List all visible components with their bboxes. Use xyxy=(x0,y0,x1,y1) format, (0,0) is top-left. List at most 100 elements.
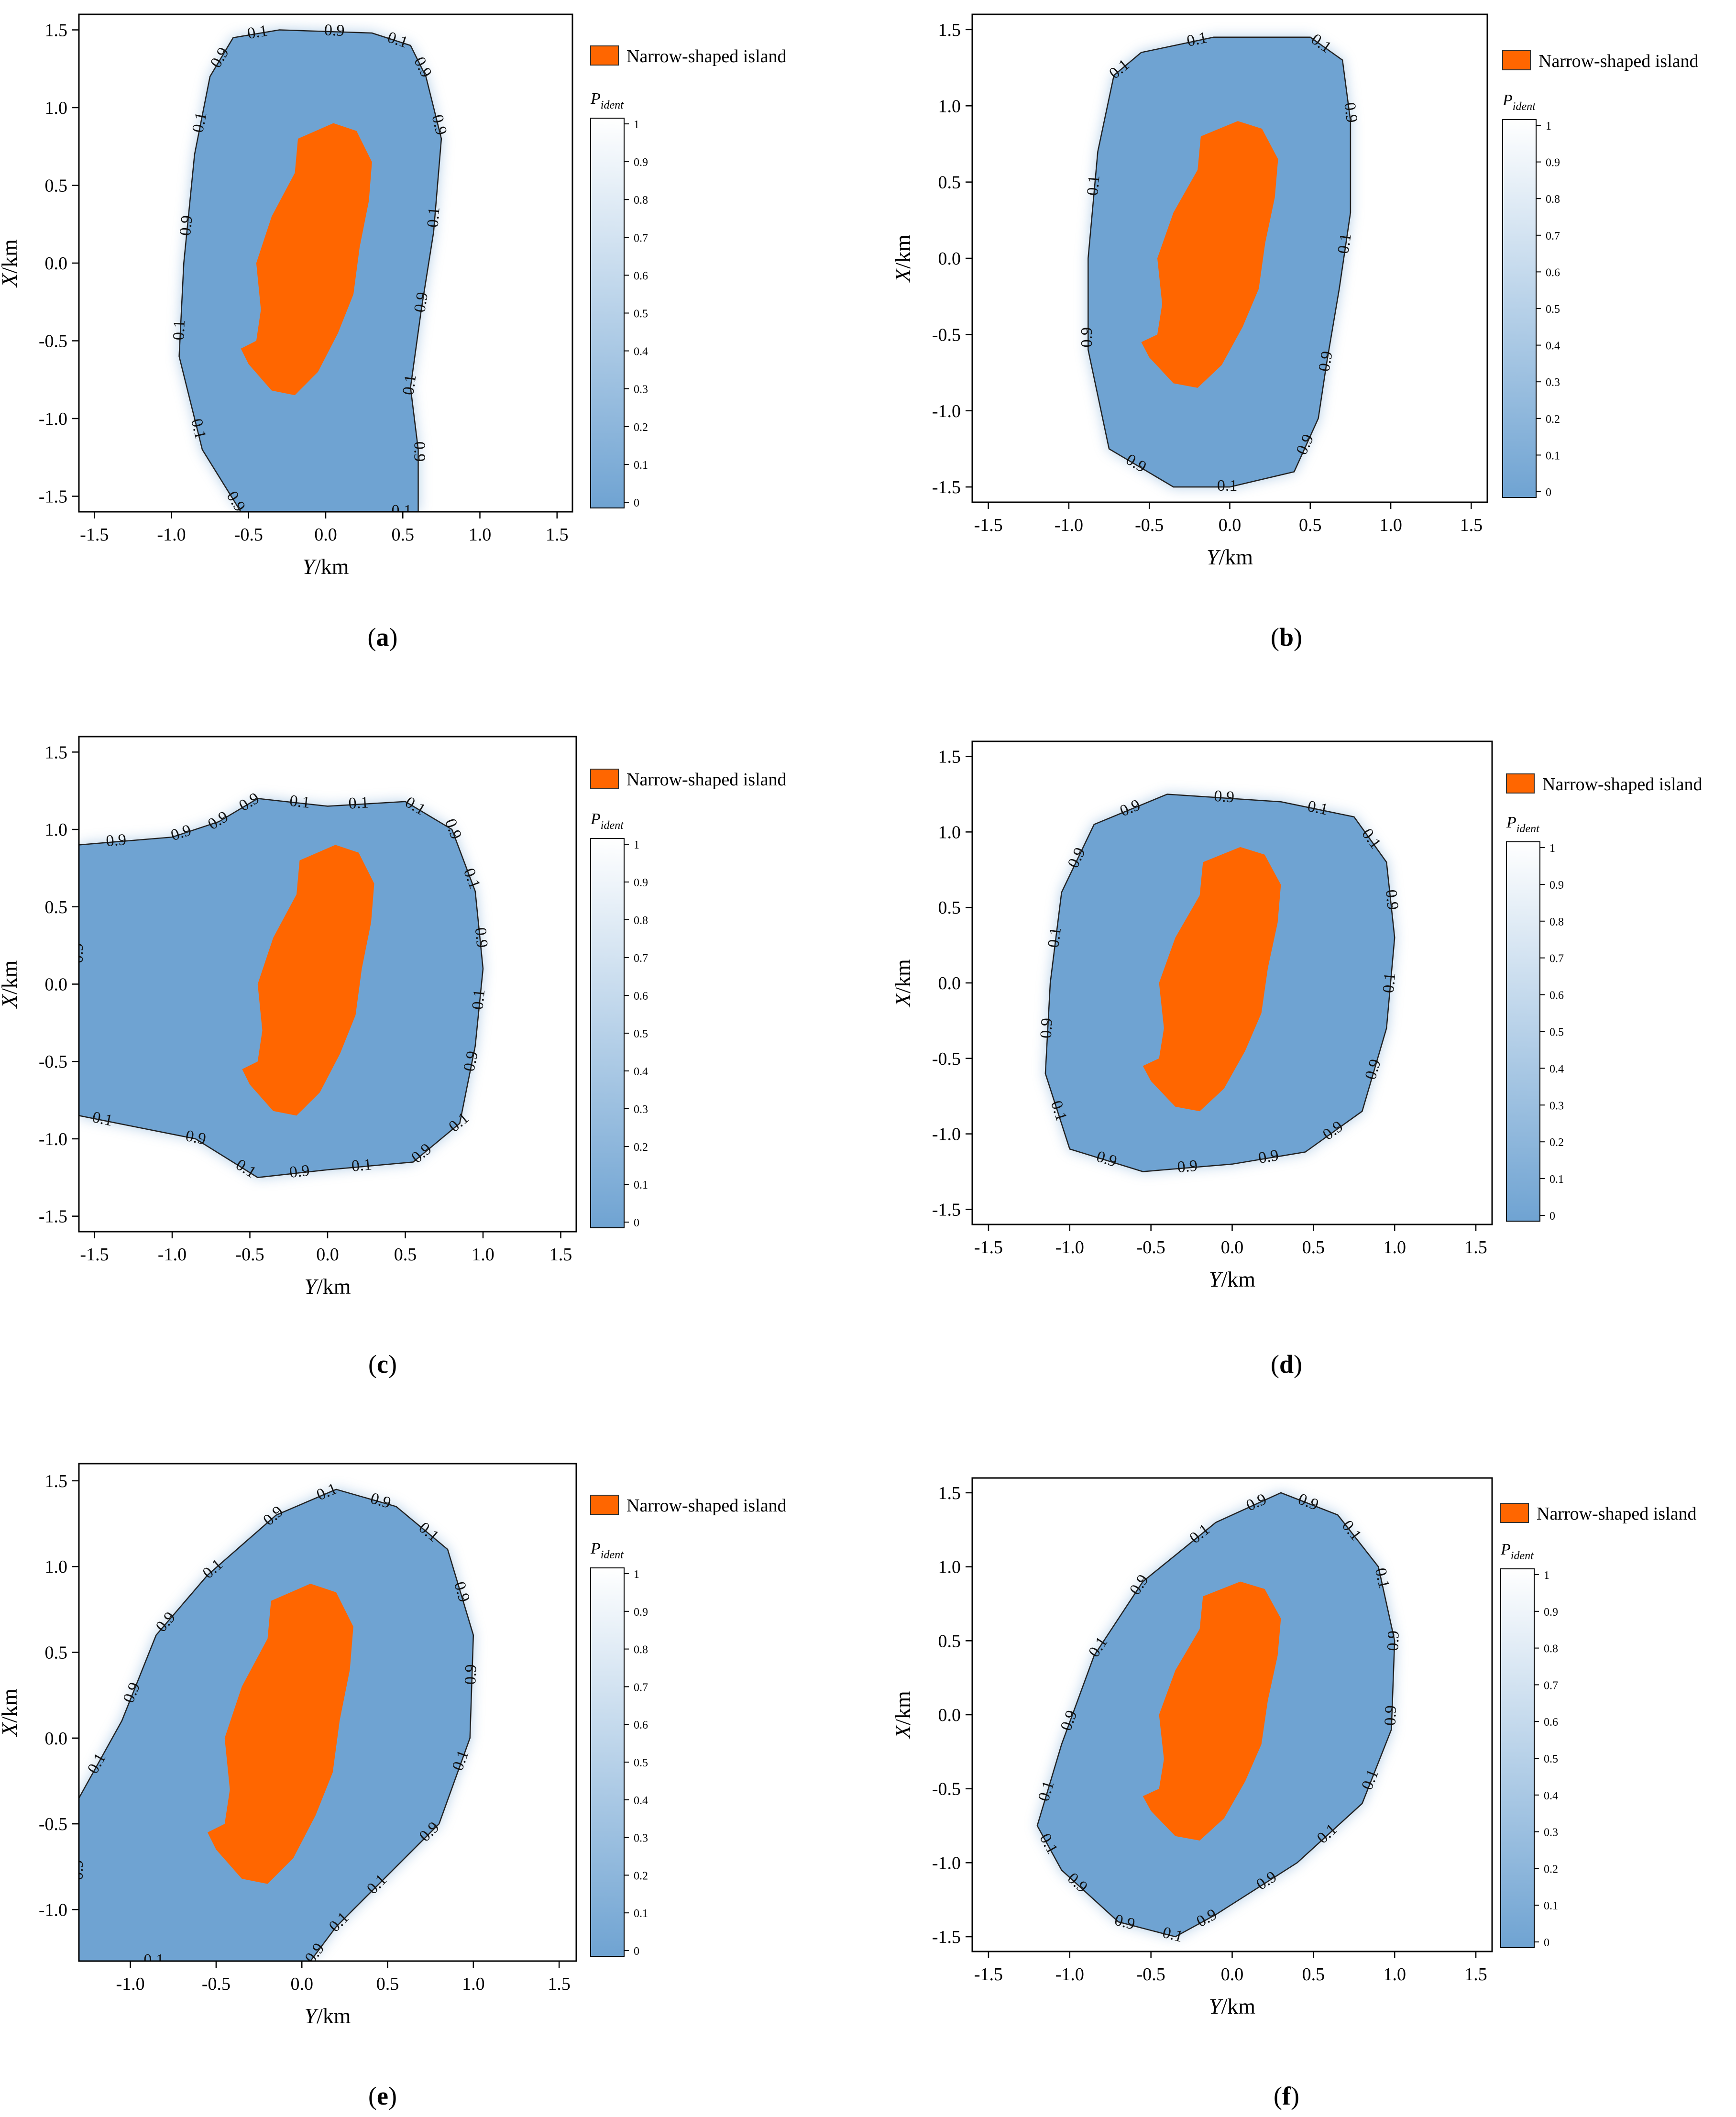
contour-label: 0.9 xyxy=(184,1127,208,1148)
panel-label-letter: b xyxy=(1279,623,1294,651)
colorbar-tick-label: 0.3 xyxy=(634,384,648,396)
contour-label: 0.1 xyxy=(1217,477,1238,495)
panel-label-letter: a xyxy=(376,623,389,651)
colorbar-tick-label: 0.9 xyxy=(634,156,648,169)
colorbar-tick-label: 0.9 xyxy=(1549,879,1564,892)
x-tick-label: 1.0 xyxy=(1379,515,1402,535)
panel-label-open: ( xyxy=(368,623,376,651)
y-axis-label: X/km xyxy=(0,960,22,1009)
contour-label: 0.1 xyxy=(289,792,311,812)
colorbar-tick-label: 0.5 xyxy=(1544,1753,1558,1765)
y-tick-label: 1.0 xyxy=(45,1557,68,1577)
y-tick-label: 0.5 xyxy=(938,898,961,918)
y-axis-label-unit: /km xyxy=(890,959,915,993)
contour-label: 0.1 xyxy=(1306,797,1329,819)
y-tick-label: 1.0 xyxy=(45,98,68,118)
y-tick-label: 0.5 xyxy=(45,1643,68,1663)
colorbar-tick-label: 0.7 xyxy=(634,952,648,965)
panel-a: 0.1 0.9 0.10.90.90.10.90.10.90.10.90.10.10… xyxy=(0,13,787,651)
y-tick-label: -0.5 xyxy=(39,1814,67,1834)
contour-label: 0.9 xyxy=(1257,1147,1280,1167)
colorbar-tick-label: 0.9 xyxy=(634,877,648,889)
contour-label: 0.9 xyxy=(460,1049,482,1073)
contour-label: 0.1 xyxy=(1084,175,1103,197)
y-axis-label-var: X xyxy=(890,1724,915,1740)
contour-line xyxy=(79,1489,474,1961)
legend-swatch xyxy=(1502,50,1531,70)
colorbar-tick-label: 1 xyxy=(1544,1569,1549,1582)
panel-label: (e) xyxy=(368,2082,397,2110)
colorbar-tick-label: 0.5 xyxy=(1549,1026,1564,1039)
panel-c: 0.9 0.9 0.9 0.9 0.1 0.1 0.1 0.9 0.1 0.9 0.1 0.9 0.1 0… xyxy=(0,736,787,1378)
y-tick-label: -1.0 xyxy=(932,401,961,421)
y-tick-label: 0.0 xyxy=(45,975,68,995)
colorbar-tick-label: 1 xyxy=(634,839,639,851)
contour-label: 0.9 xyxy=(105,831,127,850)
colorbar-tick-label: 0.6 xyxy=(634,270,648,282)
colorbar-title-main: P xyxy=(590,810,601,828)
x-axis-label-unit: /km xyxy=(317,2004,351,2028)
contour-line xyxy=(1036,1492,1395,1938)
contour-label: 0.9 xyxy=(1078,327,1096,348)
y-tick-label: 0.5 xyxy=(45,176,68,196)
panel-label-close: ) xyxy=(388,1350,397,1378)
panel-label-letter: c xyxy=(377,1350,388,1378)
panel-label-open: ( xyxy=(368,1350,377,1378)
colorbar-tick-label: 0.9 xyxy=(634,1606,648,1619)
y-tick-label: 1.0 xyxy=(938,822,961,842)
colorbar-tick-label: 0.2 xyxy=(634,421,648,434)
y-tick-label: -1.0 xyxy=(932,1125,961,1145)
x-tick-label: -1.0 xyxy=(1055,1237,1084,1257)
colorbar-title-sub: ident xyxy=(601,99,624,111)
colorbar-tick-label: 0.2 xyxy=(634,1870,648,1882)
panel-label-close: ) xyxy=(1294,1350,1302,1378)
contour-label: 0.1 xyxy=(399,374,419,396)
colorbar-tick-label: 0 xyxy=(634,497,639,509)
y-tick-label: -0.5 xyxy=(932,1779,961,1799)
colorbar-title-main: P xyxy=(590,90,601,108)
x-axis-label-var: Y xyxy=(304,2004,319,2028)
colorbar-tick-label: 0.2 xyxy=(634,1141,648,1154)
contour-label: 0.1 xyxy=(424,207,443,228)
colorbar-tick-label: 0.2 xyxy=(1549,1136,1564,1149)
contour-label: 0.9 xyxy=(472,926,491,948)
panel-label-letter: d xyxy=(1279,1350,1294,1378)
colorbar-title: Pident xyxy=(1502,91,1536,113)
x-tick-label: 0.5 xyxy=(394,1245,417,1265)
contour-label: 0.9 xyxy=(1384,1630,1403,1651)
colorbar-tick-label: 0.3 xyxy=(1549,1100,1564,1112)
x-tick-label: 1.5 xyxy=(546,525,569,545)
colorbar-tick-label: 0.5 xyxy=(634,1028,648,1040)
colorbar-title: Pident xyxy=(1500,1541,1534,1562)
y-tick-label: 1.5 xyxy=(45,742,68,762)
y-axis-label-unit: /km xyxy=(0,960,22,994)
x-tick-label: 1.5 xyxy=(1464,1964,1487,1985)
x-axis-label-unit: /km xyxy=(315,554,349,579)
colorbar-tick-label: 0.6 xyxy=(634,990,648,1003)
plot-area: 0.9 0.9 0.90.9 0.1 0.1 0.10.90.10.90.10.90.10… xyxy=(79,737,576,1232)
island-shape xyxy=(1143,847,1281,1112)
colorbar-tick-label: 0.4 xyxy=(634,1066,648,1078)
x-tick-label: 0.5 xyxy=(376,1974,399,1994)
colorbar-title-sub: ident xyxy=(1513,100,1536,113)
x-tick-label: -0.5 xyxy=(1137,1964,1165,1985)
legend-swatch xyxy=(1506,773,1535,794)
panel-label-letter: f xyxy=(1282,2082,1291,2110)
colorbar-tick-label: 0.8 xyxy=(1544,1643,1558,1655)
x-tick-label: -1.0 xyxy=(1055,1964,1084,1985)
x-tick-label: 0.0 xyxy=(1221,1237,1244,1257)
x-tick-label: 0.0 xyxy=(1219,515,1242,535)
colorbar-tick-label: 1 xyxy=(1549,842,1555,855)
colorbar xyxy=(1500,1568,1535,1948)
x-tick-label: -1.0 xyxy=(157,525,186,545)
colorbar-tick-label: 0.4 xyxy=(634,1795,648,1807)
y-tick-label: 0.0 xyxy=(45,1729,68,1749)
panel-label-close: ) xyxy=(388,2082,397,2110)
x-tick-label: 0.0 xyxy=(316,1245,339,1265)
x-tick-label: 1.5 xyxy=(549,1245,572,1265)
panel-b: 0.1 0.10.90.10.90.90.10.90.90.10.1-1.5 -1.… xyxy=(890,13,1699,651)
contour-label: 0.9 xyxy=(461,1664,480,1685)
panel-label-letter: e xyxy=(377,2082,388,2110)
contour-label: 0.9 xyxy=(411,291,431,314)
y-tick-label: 1.5 xyxy=(938,20,961,40)
